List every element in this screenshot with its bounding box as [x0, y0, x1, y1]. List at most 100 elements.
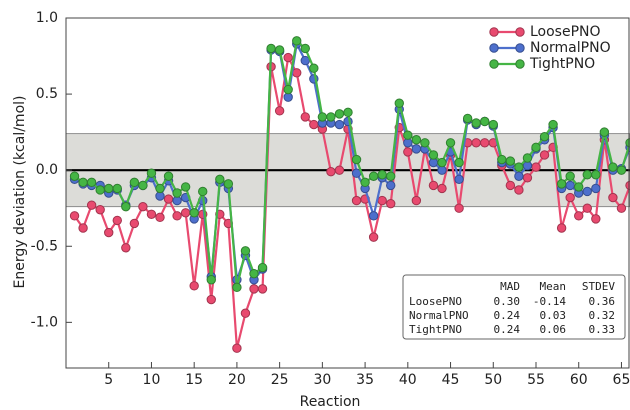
data-point — [104, 183, 114, 194]
x-axis-label: Reaction — [300, 394, 361, 410]
data-point — [257, 284, 268, 294]
data-point — [274, 106, 285, 116]
data-point — [163, 194, 174, 204]
data-point — [591, 170, 601, 180]
data-point — [104, 227, 114, 238]
data-point — [69, 171, 80, 181]
x-tick-label: 20 — [228, 372, 246, 388]
data-point — [249, 268, 259, 279]
data-point — [539, 150, 550, 160]
y-tick-label: 0.5 — [36, 86, 58, 102]
data-point — [317, 112, 328, 122]
data-point — [309, 119, 319, 130]
data-point — [300, 112, 310, 122]
data-point — [155, 183, 165, 194]
data-point — [283, 52, 293, 63]
legend-label: LoosePNO — [530, 24, 601, 40]
data-point — [462, 113, 473, 124]
stats-cell: -0.14 — [533, 295, 566, 308]
legend-label: TightPNO — [529, 56, 595, 72]
data-point — [283, 84, 293, 95]
x-tick-label: 35 — [356, 372, 374, 388]
data-point — [215, 174, 225, 185]
data-point — [616, 203, 627, 213]
data-point — [420, 138, 430, 148]
data-point — [522, 173, 533, 183]
x-tick-label: 5 — [104, 372, 113, 388]
data-point — [300, 43, 310, 54]
data-point — [445, 138, 456, 148]
legend-marker — [515, 43, 525, 53]
data-point — [257, 262, 268, 273]
data-point — [129, 177, 140, 188]
data-point — [556, 223, 567, 233]
data-point — [129, 218, 140, 229]
data-point — [78, 177, 88, 188]
legend-marker — [515, 27, 525, 37]
x-tick-label: 30 — [313, 372, 331, 388]
data-point — [326, 166, 336, 177]
y-tick-label: 1.0 — [36, 10, 58, 26]
data-point — [69, 211, 80, 221]
legend-marker — [489, 59, 499, 69]
data-point — [172, 211, 182, 221]
stats-cell: 0.30 — [494, 295, 521, 308]
data-point — [240, 308, 251, 318]
data-point — [454, 203, 464, 213]
data-point — [360, 177, 370, 188]
data-point — [121, 243, 131, 253]
data-point — [437, 183, 447, 194]
data-point — [351, 154, 362, 165]
data-point — [591, 214, 601, 224]
data-point — [394, 98, 404, 108]
data-point — [138, 180, 148, 191]
x-tick-label: 55 — [527, 372, 545, 388]
data-point — [206, 294, 216, 305]
data-point — [180, 208, 191, 218]
data-point — [403, 130, 413, 140]
x-tick-label: 25 — [271, 372, 289, 388]
data-point — [377, 195, 387, 206]
data-point — [274, 45, 285, 55]
data-point — [556, 179, 567, 189]
data-point — [565, 180, 575, 191]
stats-header: Mean — [540, 280, 567, 293]
data-point — [112, 183, 122, 194]
data-point — [163, 171, 174, 181]
data-point — [574, 211, 584, 221]
data-point — [428, 150, 439, 160]
y-axis-label: Energy deviation (kcal/mol) — [12, 96, 28, 289]
data-point — [480, 138, 490, 148]
x-tick-label: 15 — [185, 372, 203, 388]
stats-cell: 0.36 — [589, 295, 616, 308]
data-point — [497, 154, 507, 165]
x-tick-label: 50 — [484, 372, 502, 388]
data-point — [266, 43, 276, 54]
x-tick-label: 45 — [442, 372, 460, 388]
data-point — [514, 171, 524, 181]
data-point — [454, 174, 464, 185]
data-point — [292, 68, 302, 78]
data-point — [138, 201, 148, 212]
x-tick-label: 65 — [613, 372, 630, 388]
legend-label: NormalPNO — [530, 40, 611, 56]
y-tick-label: -0.5 — [31, 238, 58, 254]
legend-marker — [515, 59, 525, 69]
data-point — [377, 170, 387, 180]
data-point — [86, 177, 97, 188]
data-point — [565, 171, 575, 181]
data-point — [386, 180, 396, 191]
x-tick-label: 60 — [570, 372, 588, 388]
y-tick-label: 0.0 — [36, 162, 58, 178]
data-point — [334, 119, 345, 130]
stats-header: STDEV — [582, 280, 615, 293]
x-tick-label: 40 — [399, 372, 417, 388]
data-point — [386, 198, 396, 209]
data-point — [351, 195, 362, 206]
stats-cell: 0.24 — [494, 323, 521, 336]
data-point — [334, 165, 345, 175]
data-point — [582, 203, 592, 213]
legend-marker — [489, 43, 499, 53]
data-point — [548, 119, 558, 130]
